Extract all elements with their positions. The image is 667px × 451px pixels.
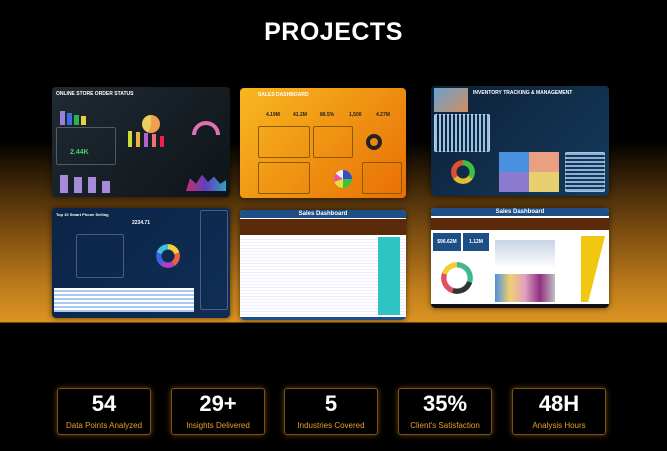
kpi-value: 4.27M [376, 112, 390, 118]
stat-card-industries: 5 Industries Covered [284, 388, 378, 435]
thumbnail-title: Sales Dashboard [240, 210, 406, 218]
kpi-value: 2234.71 [132, 220, 151, 226]
project-thumbnail-smartphone[interactable]: Top 10 Smart Phone Selling 2234.71 [52, 208, 230, 318]
stat-label: Industries Covered [297, 421, 365, 430]
stat-card-data-points: 54 Data Points Analyzed [57, 388, 151, 435]
thumbnail-title: Sales Dashboard [431, 208, 609, 216]
project-thumbnail-online-store[interactable]: ONLINE STORE ORDER STATUS 2.44K [52, 87, 230, 197]
section-title: PROJECTS [264, 18, 403, 46]
stat-value: 35% [422, 391, 468, 416]
thumbnail-title: SALES DASHBOARD [258, 92, 309, 98]
kpi-value: 86.5% [320, 112, 335, 118]
kpi-value: $96.62M [433, 233, 461, 251]
project-thumbnail-inventory[interactable]: INVENTORY TRACKING & MANAGEMENT [431, 86, 609, 196]
stat-value: 54 [91, 391, 117, 416]
thumbnail-title: Top 10 Smart Phone Selling [56, 212, 109, 217]
project-thumbnail-sales-dashboard-orange[interactable]: SALES DASHBOARD 4.19M 41.2M 86.5% 1,500 … [240, 88, 406, 198]
project-thumbnail-sales-dashboard-blue[interactable]: Sales Dashboard $96.62M 1.12M [431, 208, 609, 308]
kpi-value: 1.12M [463, 233, 489, 251]
stat-value: 29+ [199, 391, 237, 416]
stat-card-insights: 29+ Insights Delivered [171, 388, 265, 435]
stat-value: 5 [324, 391, 338, 416]
project-thumbnail-sales-table[interactable]: Sales Dashboard [240, 210, 406, 320]
stat-value: 48H [538, 391, 580, 416]
stat-label: Insights Delivered [186, 421, 250, 430]
kpi-value: 4.19M [266, 112, 280, 118]
kpi-value: 41.2M [293, 112, 307, 118]
stat-label: Data Points Analyzed [65, 421, 143, 430]
kpi-value: 1,500 [349, 112, 362, 118]
thumbnail-title: INVENTORY TRACKING & MANAGEMENT [473, 90, 573, 96]
stat-label: Client's Satisfaction [410, 421, 480, 430]
kpi-value: 2.44K [70, 149, 89, 156]
thumbnail-title: ONLINE STORE ORDER STATUS [56, 91, 134, 97]
stat-card-satisfaction: 35% Client's Satisfaction [398, 388, 492, 435]
stat-label: Analysis Hours [532, 421, 586, 430]
stat-card-hours: 48H Analysis Hours [512, 388, 606, 435]
